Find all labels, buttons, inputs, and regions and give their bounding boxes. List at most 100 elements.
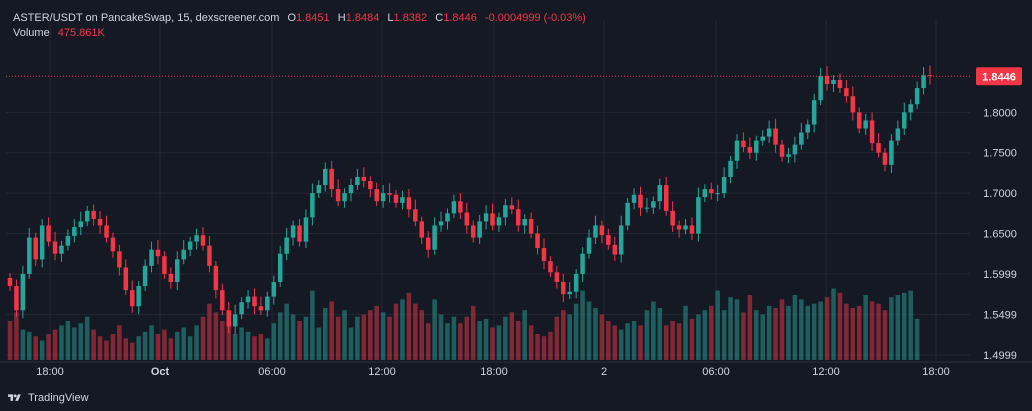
candle-body [207, 245, 212, 266]
candle-body [33, 237, 38, 260]
y-tick-label: 1.7000 [983, 188, 1017, 200]
volume-bar [689, 318, 695, 360]
volume-bar [168, 338, 174, 360]
volume-bar [715, 290, 720, 360]
volume-bar [59, 325, 64, 360]
low-value: 1.8382 [393, 12, 428, 24]
volume-bar [477, 321, 482, 360]
volume-bar [580, 290, 585, 360]
volume-bar [554, 316, 560, 360]
candle-body [741, 140, 746, 148]
candle-body [863, 120, 868, 129]
volume-bar [387, 316, 392, 360]
volume-bar [335, 316, 341, 360]
volume-bar [490, 327, 495, 360]
candle-body [818, 75, 823, 101]
close-value: 1.8446 [443, 12, 477, 24]
volume-bar [593, 308, 598, 360]
volume-bar [747, 295, 753, 360]
volume-bar [419, 310, 424, 360]
volume-value: 475.861K [57, 27, 105, 39]
candle-body [728, 160, 733, 177]
candle-body [895, 128, 901, 141]
volume-bar [818, 301, 823, 360]
volume-bar [734, 299, 740, 360]
candle-body [721, 176, 727, 194]
volume-bar [72, 327, 77, 360]
candle-body [470, 225, 476, 238]
candle-body [451, 201, 457, 214]
volume-bar [7, 321, 13, 360]
candle-body [657, 185, 663, 202]
volume-bar [65, 321, 71, 360]
volume-bar [663, 325, 669, 360]
volume-bar [863, 295, 868, 360]
time-axis[interactable]: 18:00 Oct 06:00 12:00 18:00 2 06:00 12:00 18:00 [36, 366, 950, 378]
volume-bar [33, 336, 38, 360]
candle-body [303, 217, 309, 242]
volume-bar [406, 292, 412, 360]
volume-bar [805, 305, 811, 360]
volume-bar [258, 334, 264, 360]
volume-label: Volume [13, 27, 50, 39]
volume-bar [181, 327, 186, 360]
candle-body [432, 225, 437, 250]
candle-body [831, 80, 836, 85]
volume-bar [844, 303, 849, 360]
volume-bar [657, 308, 663, 360]
candle-body [921, 75, 926, 89]
candle-body [65, 235, 71, 246]
candle-body [265, 296, 270, 311]
volume-bar [91, 329, 96, 360]
candle-body [310, 193, 315, 218]
volume-bar [194, 325, 199, 360]
volume-bar [535, 334, 540, 360]
x-tick-label: 18:00 [480, 366, 508, 378]
candle-body [644, 207, 650, 209]
candle-body [419, 221, 424, 238]
y-tick-label: 1.6500 [983, 229, 1017, 241]
volume-bar [149, 325, 154, 360]
candle-body [110, 237, 116, 252]
symbol-title[interactable]: ASTER/USDT on PancakeSwap, 15, dexscreen… [13, 12, 280, 24]
candle-body [78, 221, 84, 228]
volume-bar [374, 305, 379, 360]
candle-body [129, 290, 135, 307]
candle-body [348, 185, 354, 194]
volume-bar [52, 329, 58, 360]
volume-bar [721, 310, 727, 360]
volume-bar [348, 327, 354, 360]
volume-bar [541, 336, 547, 360]
candle-body [522, 218, 527, 226]
volume-bar [786, 305, 791, 360]
volume-bar [644, 310, 650, 360]
candle-body [342, 193, 347, 202]
volume-bar [683, 305, 688, 360]
tradingview-branding[interactable]: TradingView [6, 390, 89, 406]
candle-body [368, 181, 373, 190]
volume-bar [811, 303, 817, 360]
candle-body [631, 194, 637, 203]
volume-bar [561, 310, 566, 360]
price-axis[interactable]: 1.8000 1.7500 1.7000 1.6500 1.5999 1.5499 1.49… [983, 107, 1017, 362]
volume-bar [84, 316, 90, 360]
volume-bar [503, 316, 508, 360]
volume-bar [303, 316, 309, 360]
volume-bar [271, 323, 277, 360]
volume-bar [606, 321, 611, 360]
y-tick-label: 1.5999 [983, 269, 1017, 281]
close-label: C [435, 12, 444, 24]
volume-bar [213, 312, 219, 360]
candle-body [766, 128, 772, 137]
candle-body [902, 112, 907, 129]
tradingview-label: TradingView [28, 392, 89, 404]
candle-body [290, 225, 296, 238]
volume-bar [599, 314, 605, 360]
candle-body [104, 225, 109, 238]
candle-body [39, 225, 45, 260]
volume-bar [612, 325, 618, 360]
candle-body [458, 201, 463, 213]
volume-bar [792, 295, 798, 360]
volume-bar [110, 334, 116, 360]
